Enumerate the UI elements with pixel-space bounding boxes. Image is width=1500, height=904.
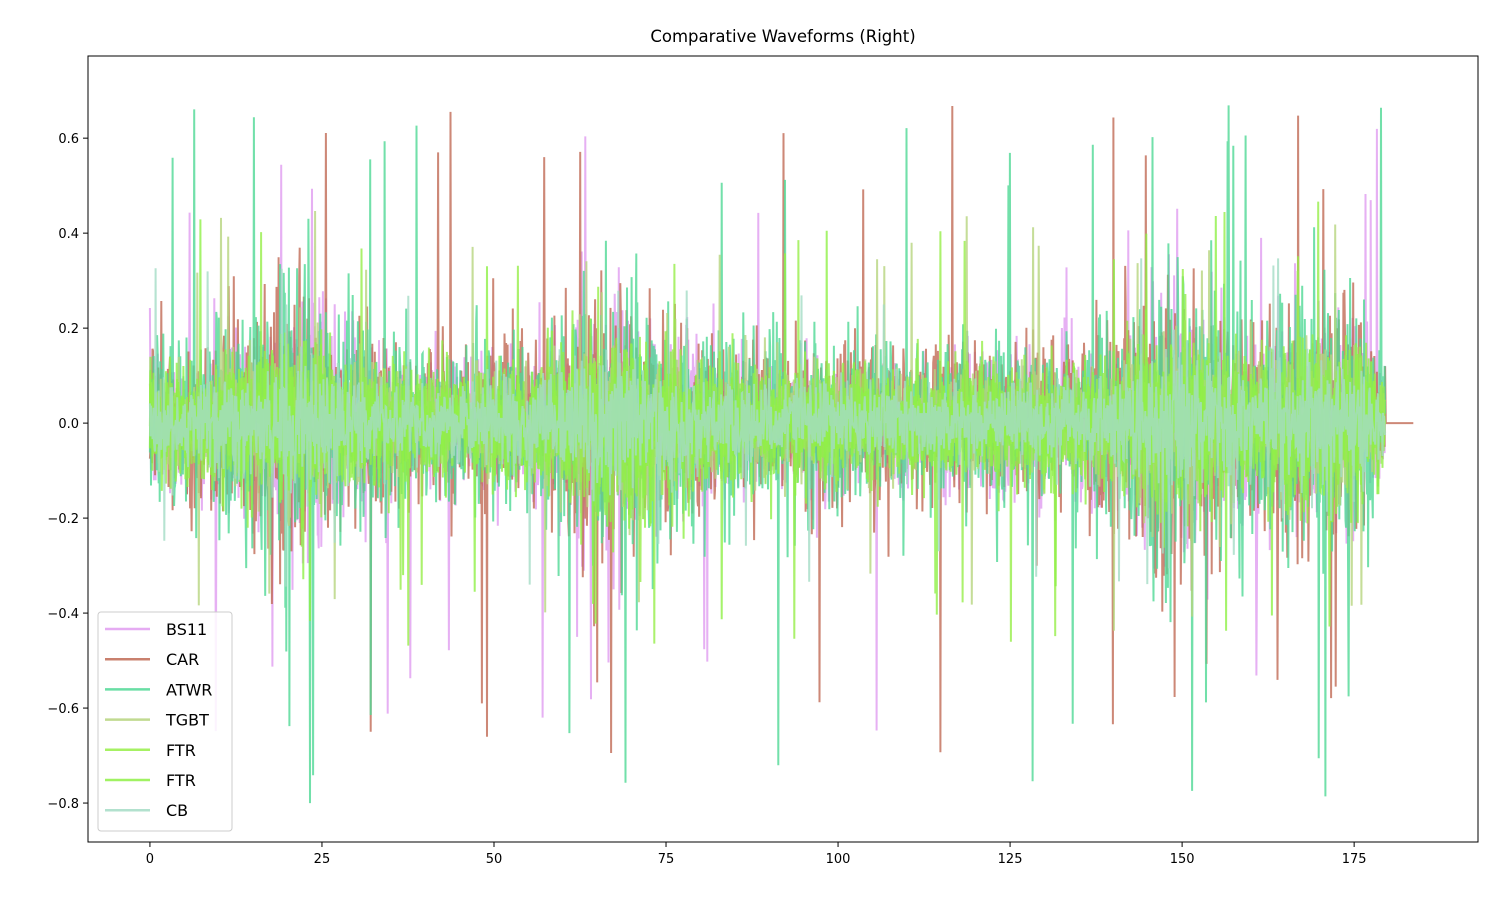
y-tick-label: 0.2 (58, 322, 79, 337)
x-axis: 0 25 50 75 100 125 150 175 (146, 842, 1367, 867)
y-tick-label: −0.4 (47, 607, 79, 622)
x-tick-label: 50 (486, 852, 503, 867)
y-tick-label: 0.6 (58, 132, 79, 147)
x-tick-label: 25 (314, 852, 331, 867)
plot-frame (87, 55, 1479, 843)
legend-frame (97, 611, 233, 832)
legend: BS11 CAR ATWR TGBT FTR FTR CB (97, 611, 233, 832)
x-tick-label: 175 (1342, 852, 1367, 867)
chart-title: Comparative Waveforms (Right) (650, 27, 915, 46)
x-tick-label: 125 (998, 852, 1023, 867)
series-line-cb (148, 258, 1387, 587)
legend-label: TGBT (165, 711, 209, 730)
y-tick-label: 0.4 (58, 227, 79, 242)
y-tick-label: −0.2 (47, 512, 79, 527)
legend-label: CB (166, 801, 188, 820)
y-tick-label: −0.8 (47, 797, 79, 812)
series-layer (148, 105, 1414, 804)
legend-label: CAR (166, 650, 199, 669)
x-tick-label: 150 (1170, 852, 1195, 867)
y-axis: −0.8 −0.6 −0.4 −0.2 0.0 0.2 0.4 0.6 (47, 132, 88, 812)
legend-label: BS11 (166, 620, 207, 639)
legend-label: ATWR (166, 680, 212, 699)
x-tick-label: 75 (658, 852, 675, 867)
y-tick-label: 0.0 (58, 417, 79, 432)
x-tick-label: 100 (826, 852, 851, 867)
x-tick-label: 0 (146, 852, 154, 867)
legend-label: FTR (166, 771, 196, 790)
legend-label: FTR (166, 741, 196, 760)
y-tick-label: −0.6 (47, 702, 79, 717)
